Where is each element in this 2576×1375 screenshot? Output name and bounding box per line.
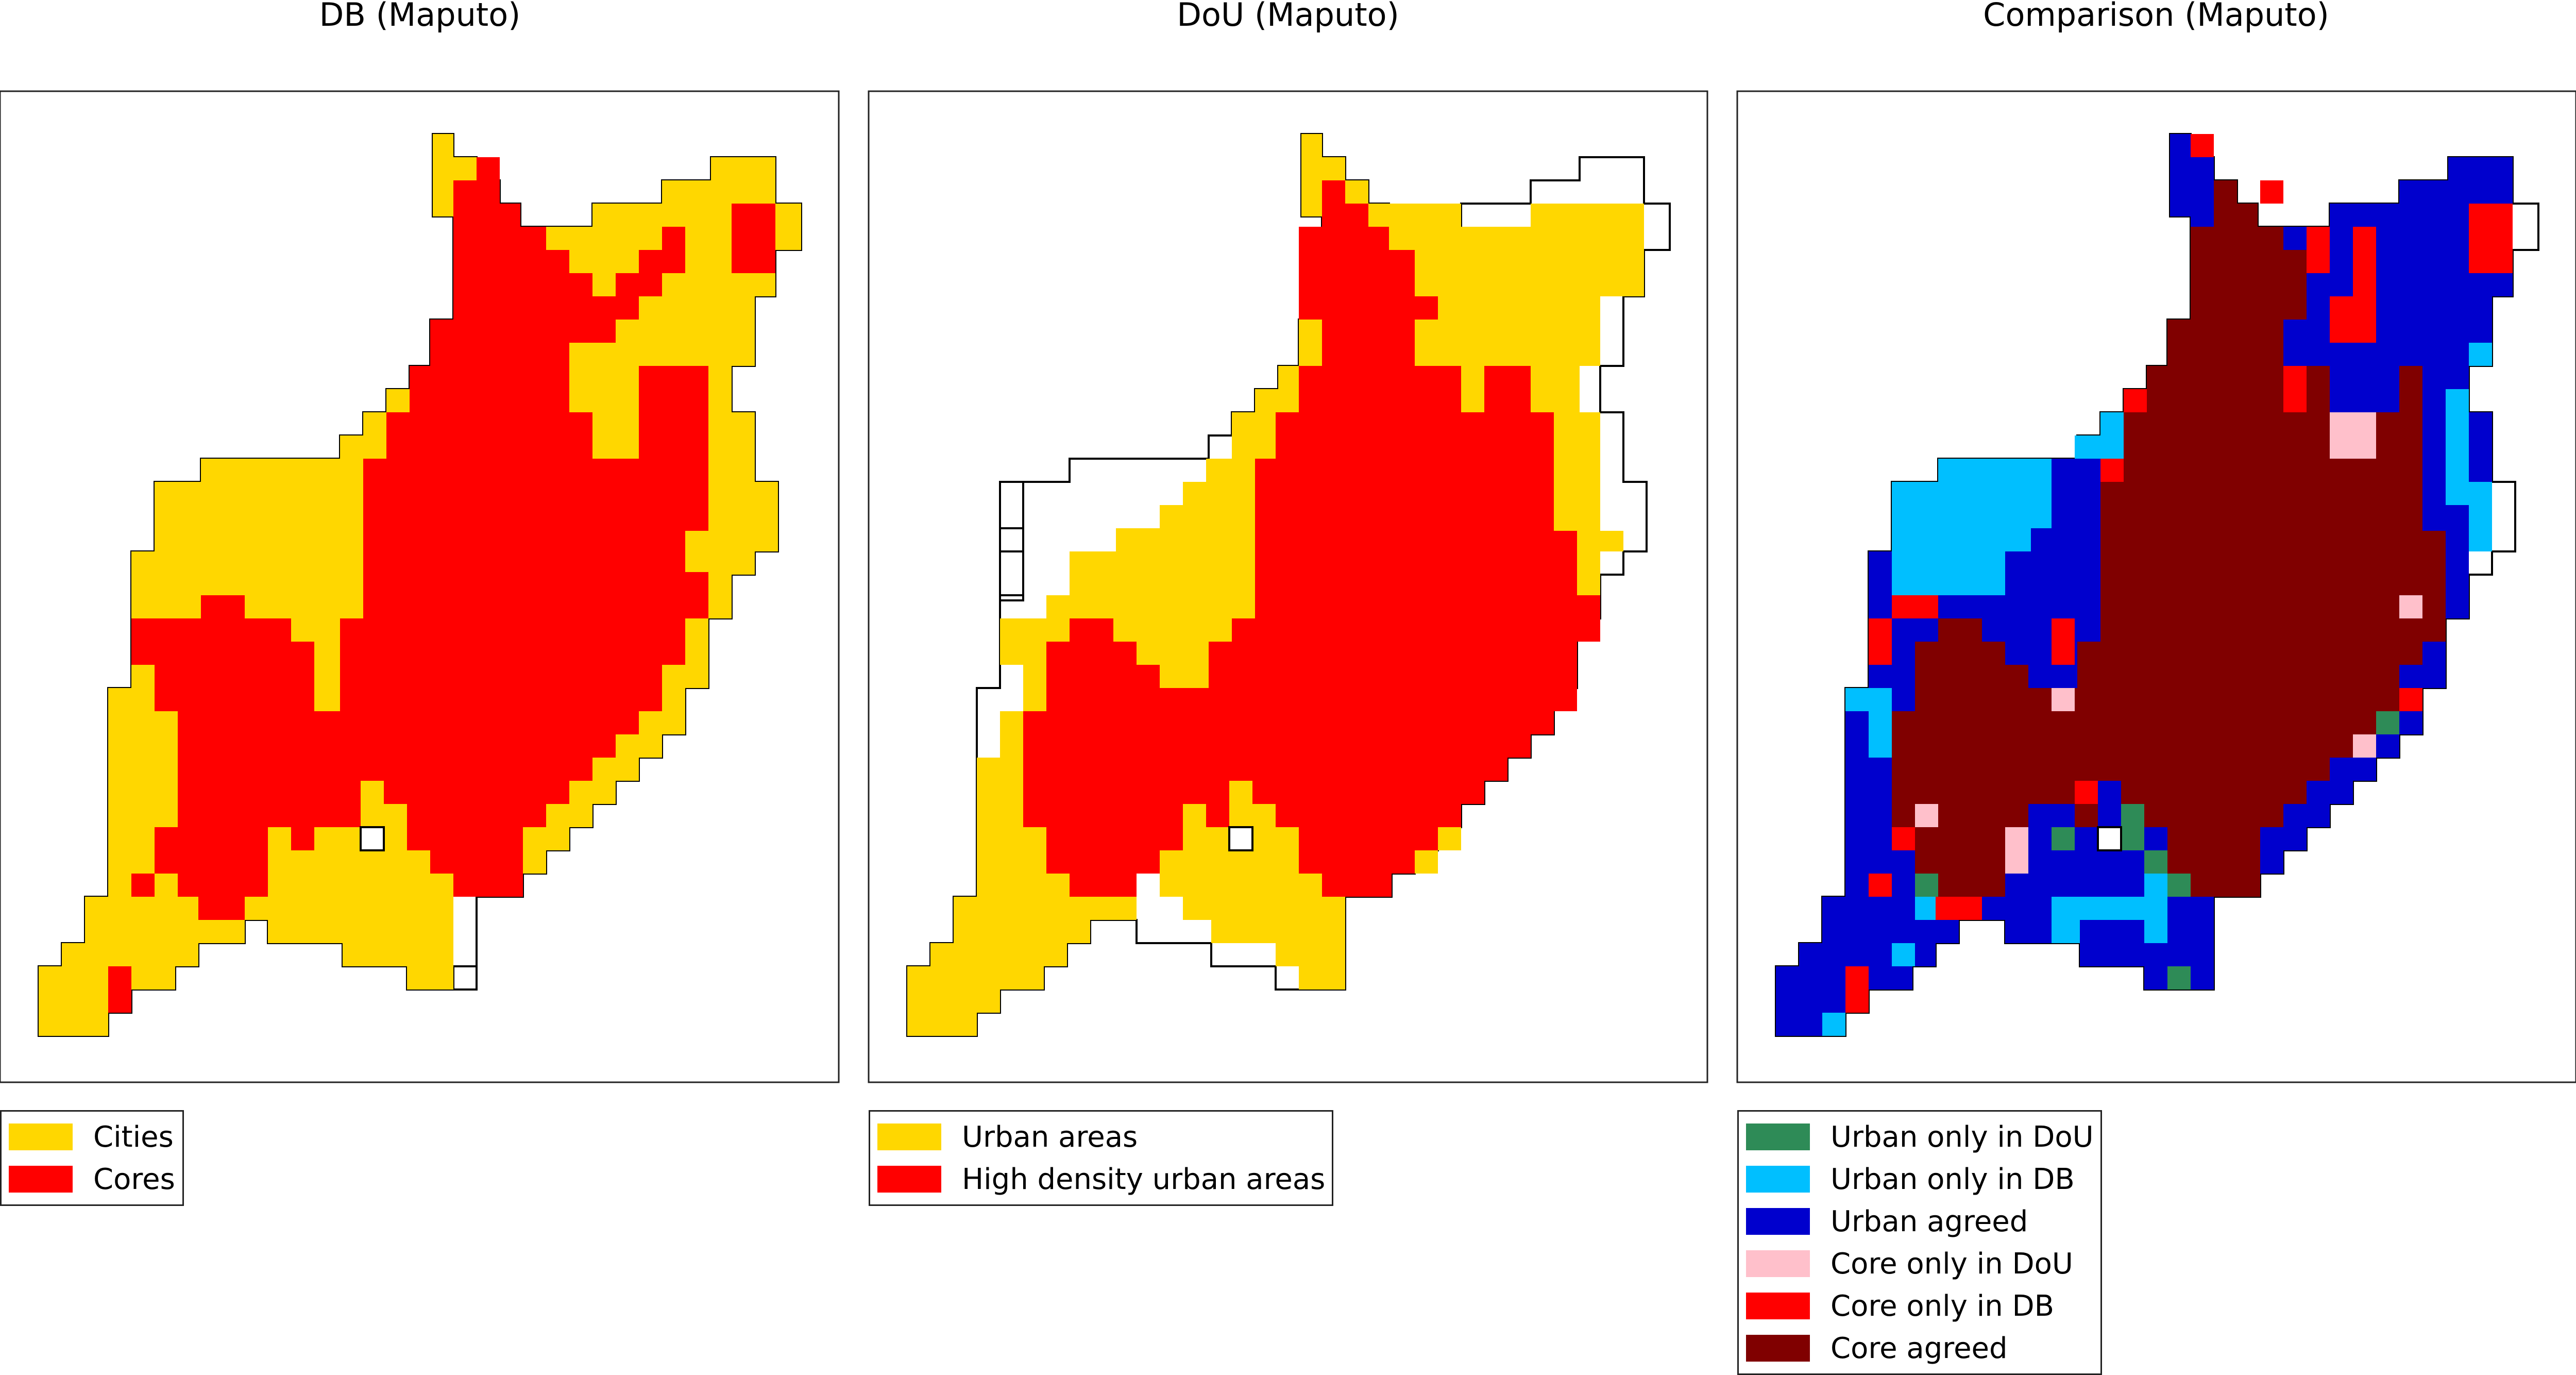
cmp-core-only-dou-5 xyxy=(1915,804,1938,827)
db-core-nw-patch xyxy=(732,204,775,273)
cmp-core-only-db-10 xyxy=(1869,618,1892,665)
legend-label-core-only-db: Core only in DB xyxy=(1831,1289,2055,1323)
db-core-area xyxy=(131,157,708,920)
legend-label-core-only-dou: Core only in DoU xyxy=(1831,1247,2073,1281)
legend-label-urban-only-db: Urban only in DB xyxy=(1831,1162,2075,1196)
cmp-core-only-db-4 xyxy=(2330,296,2376,343)
cmp-urban-only-db-s xyxy=(2052,874,2167,943)
db-map-layer xyxy=(38,133,802,1037)
cmp-core-only-db-6 xyxy=(2469,204,2513,273)
cmp-urban-only-dou-6 xyxy=(1915,874,1938,897)
cmp-core-only-db-14 xyxy=(1936,897,1982,920)
high-density-swatch xyxy=(877,1166,941,1193)
cmp-urban-only-db-s3 xyxy=(1892,943,1915,966)
cmp-core-only-db-18 xyxy=(1892,827,1915,850)
cmp-core-only-dou-6 xyxy=(2005,827,2028,874)
cmp-core-only-db-12 xyxy=(2052,618,2075,665)
cmp-hole-cell xyxy=(2097,826,2122,851)
urban-only-db-swatch xyxy=(1746,1166,1810,1193)
legend-label-high-density: High density urban areas xyxy=(962,1162,1326,1196)
legend-item-urban-areas: Urban areas xyxy=(877,1116,1325,1158)
legend-item-urban-only-dou: Urban only in DoU xyxy=(1746,1116,2094,1158)
legend-label-core-agreed: Core agreed xyxy=(1831,1331,2008,1365)
cmp-core-only-db-11 xyxy=(1892,595,1938,618)
dou-map-title: DoU (Maputo) xyxy=(1177,0,1399,33)
legend-label-cities: Cities xyxy=(93,1120,174,1154)
cmp-core-only-dou-2 xyxy=(2399,595,2422,618)
cmp-urban-only-db-e3 xyxy=(2469,343,2492,366)
cmp-core-only-db-7 xyxy=(2283,366,2307,412)
cmp-core-only-dou-4 xyxy=(2353,734,2376,758)
cmp-urban-only-db-s2 xyxy=(1915,897,1938,920)
db-core-small-w xyxy=(131,874,155,897)
legend-label-urban-only-dou: Urban only in DoU xyxy=(1831,1120,2094,1154)
cmp-core-only-db-15 xyxy=(1869,874,1892,897)
core-only-db-swatch xyxy=(1746,1293,1810,1319)
urban-areas-swatch xyxy=(877,1124,941,1150)
cmp-urban-only-dou-2 xyxy=(2121,804,2144,850)
db-map-title: DB (Maputo) xyxy=(319,0,521,33)
cmp-urban-only-dou-1 xyxy=(2376,711,2399,734)
dou-hd-small-dot xyxy=(1392,572,1415,595)
core-agreed-swatch xyxy=(1746,1335,1810,1362)
dou-high-density-area xyxy=(1023,180,1600,897)
cmp-legend: Urban only in DoU Urban only in DB Urban… xyxy=(1737,1110,2102,1375)
cmp-urban-only-dou-7 xyxy=(2167,966,2191,990)
legend-label-urban-areas: Urban areas xyxy=(962,1120,1138,1154)
legend-item-cores: Cores xyxy=(9,1158,175,1200)
cmp-urban-only-db-west xyxy=(1892,459,2052,595)
legend-item-core-only-db: Core only in DB xyxy=(1746,1285,2093,1327)
cmp-urban-only-dou-4 xyxy=(2144,850,2167,874)
legend-item-urban-agreed: Urban agreed xyxy=(1746,1200,2093,1243)
legend-item-cities: Cities xyxy=(9,1116,175,1158)
db-legend: Cities Cores xyxy=(0,1110,184,1206)
cmp-core-agreed-area xyxy=(1892,180,2446,897)
cmp-core-only-db-16 xyxy=(1845,966,1869,1013)
cmp-urban-only-db-e2 xyxy=(2446,412,2492,551)
cities-swatch xyxy=(9,1124,73,1150)
dou-legend: Urban areas High density urban areas xyxy=(869,1110,1333,1206)
dou-map-layer xyxy=(906,133,1671,1037)
cmp-core-only-db-5 xyxy=(2353,227,2376,296)
cmp-core-only-db-17 xyxy=(2075,781,2098,804)
cmp-core-only-db-9 xyxy=(2100,459,2124,482)
cores-swatch xyxy=(9,1166,73,1193)
db-hole-cell xyxy=(360,826,385,851)
legend-item-core-agreed: Core agreed xyxy=(1746,1327,2093,1369)
cmp-urban-only-dou-5 xyxy=(2167,874,2191,897)
legend-label-urban-agreed: Urban agreed xyxy=(1831,1204,2028,1238)
legend-label-cores: Cores xyxy=(93,1162,175,1196)
cmp-core-only-db-1 xyxy=(2191,134,2214,157)
legend-item-core-only-dou: Core only in DoU xyxy=(1746,1243,2093,1285)
urban-only-dou-swatch xyxy=(1746,1124,1810,1150)
legend-item-high-density: High density urban areas xyxy=(877,1158,1325,1200)
cmp-core-only-db-8 xyxy=(2124,389,2147,412)
cmp-core-only-dou-3 xyxy=(2052,688,2075,711)
db-core-small-sw xyxy=(108,966,131,1013)
urban-agreed-swatch xyxy=(1746,1208,1810,1235)
cmp-core-only-db-13 xyxy=(2399,688,2422,711)
dou-hole-cell xyxy=(1228,826,1253,851)
cmp-core-only-dou-1 xyxy=(2330,412,2376,459)
cmp-map-layer xyxy=(1775,133,2539,1037)
core-only-dou-swatch xyxy=(1746,1250,1810,1277)
cmp-core-only-db-3 xyxy=(2307,227,2330,273)
legend-item-urban-only-db: Urban only in DB xyxy=(1746,1158,2093,1200)
cmp-urban-only-db-e1 xyxy=(2446,389,2469,412)
cmp-urban-only-db-s4 xyxy=(1822,1013,1845,1036)
cmp-map-title: Comparison (Maputo) xyxy=(1983,0,2329,33)
cmp-core-only-db-2 xyxy=(2260,180,2283,204)
cmp-urban-only-dou-3 xyxy=(2052,827,2075,850)
